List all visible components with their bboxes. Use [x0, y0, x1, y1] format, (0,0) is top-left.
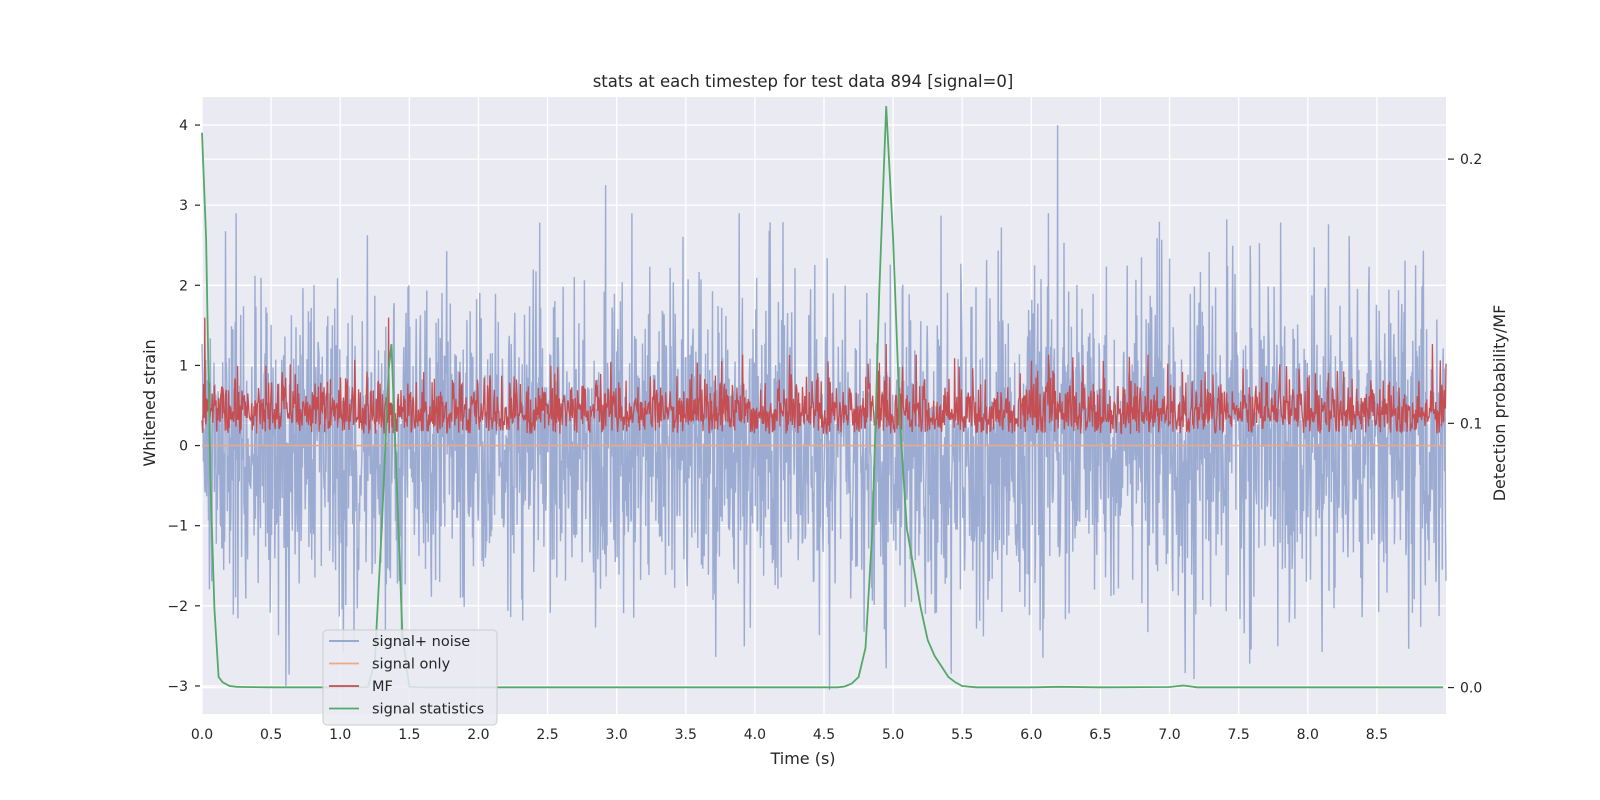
x-tick-label: 2.0 — [467, 727, 489, 743]
chart-title: stats at each timestep for test data 894… — [593, 72, 1014, 91]
x-tick-label: 0.5 — [260, 727, 282, 743]
x-tick-label: 6.0 — [1020, 727, 1042, 743]
x-tick-label: 5.5 — [951, 727, 973, 743]
y-tick-label: 0 — [179, 439, 188, 455]
plot-area — [201, 97, 1447, 714]
x-axis: 0.0 0.5 1.0 1.5 2.0 2.5 3.0 3.5 4.0 4.5 5.0 5.5 6.0 6… — [191, 727, 1388, 743]
x-tick-label: 1.0 — [329, 727, 351, 743]
series-signal-statistics-line — [201, 106, 1444, 689]
legend-box — [322, 629, 498, 726]
right-y-axis-label: Detection probability/MF — [1490, 305, 1509, 502]
y-tick-label: −1 — [167, 519, 188, 535]
right-y-tick-label: 0.1 — [1460, 416, 1482, 432]
x-tick-label: 4.5 — [813, 727, 835, 743]
x-axis-label: Time (s) — [769, 749, 835, 768]
right-y-axis: 0.2 0.1 0.0 — [1448, 152, 1482, 697]
legend-label: signal+ noise — [372, 634, 470, 650]
x-tick-label: 4.0 — [744, 727, 766, 743]
x-tick-label: 8.5 — [1366, 727, 1388, 743]
x-tick-label: 8.0 — [1297, 727, 1319, 743]
y-axis-label: Whitened strain — [140, 339, 159, 466]
legend-label: signal only — [372, 657, 451, 673]
y-tick-label: −3 — [167, 679, 188, 695]
legend-label: signal statistics — [372, 702, 484, 718]
x-tick-label: 7.0 — [1158, 727, 1180, 743]
series-mf-line — [201, 317, 1447, 436]
x-tick-label: 5.0 — [882, 727, 904, 743]
x-tick-label: 0.0 — [191, 727, 213, 743]
right-y-tick-label: 0.2 — [1460, 152, 1482, 168]
x-tick-label: 3.5 — [675, 727, 697, 743]
y-tick-label: 4 — [179, 118, 188, 134]
x-tick-label: 1.5 — [398, 727, 420, 743]
y-tick-label: 2 — [179, 278, 188, 294]
y-tick-label: −2 — [167, 599, 188, 615]
left-y-axis: 4 3 2 1 0 −1 −2 −3 — [167, 118, 200, 695]
x-tick-label: 3.0 — [606, 727, 628, 743]
x-tick-label: 6.5 — [1089, 727, 1111, 743]
series-signal-noise-line — [201, 124, 1447, 691]
y-tick-label: 3 — [179, 198, 188, 214]
legend-label: MF — [372, 679, 393, 695]
x-tick-label: 2.5 — [536, 727, 558, 743]
legend: signal+ noise signal only MF signal statist… — [322, 629, 498, 726]
series-layer — [201, 106, 1447, 691]
right-y-tick-label: 0.0 — [1460, 681, 1482, 697]
y-tick-label: 1 — [179, 358, 188, 374]
x-tick-label: 7.5 — [1228, 727, 1250, 743]
